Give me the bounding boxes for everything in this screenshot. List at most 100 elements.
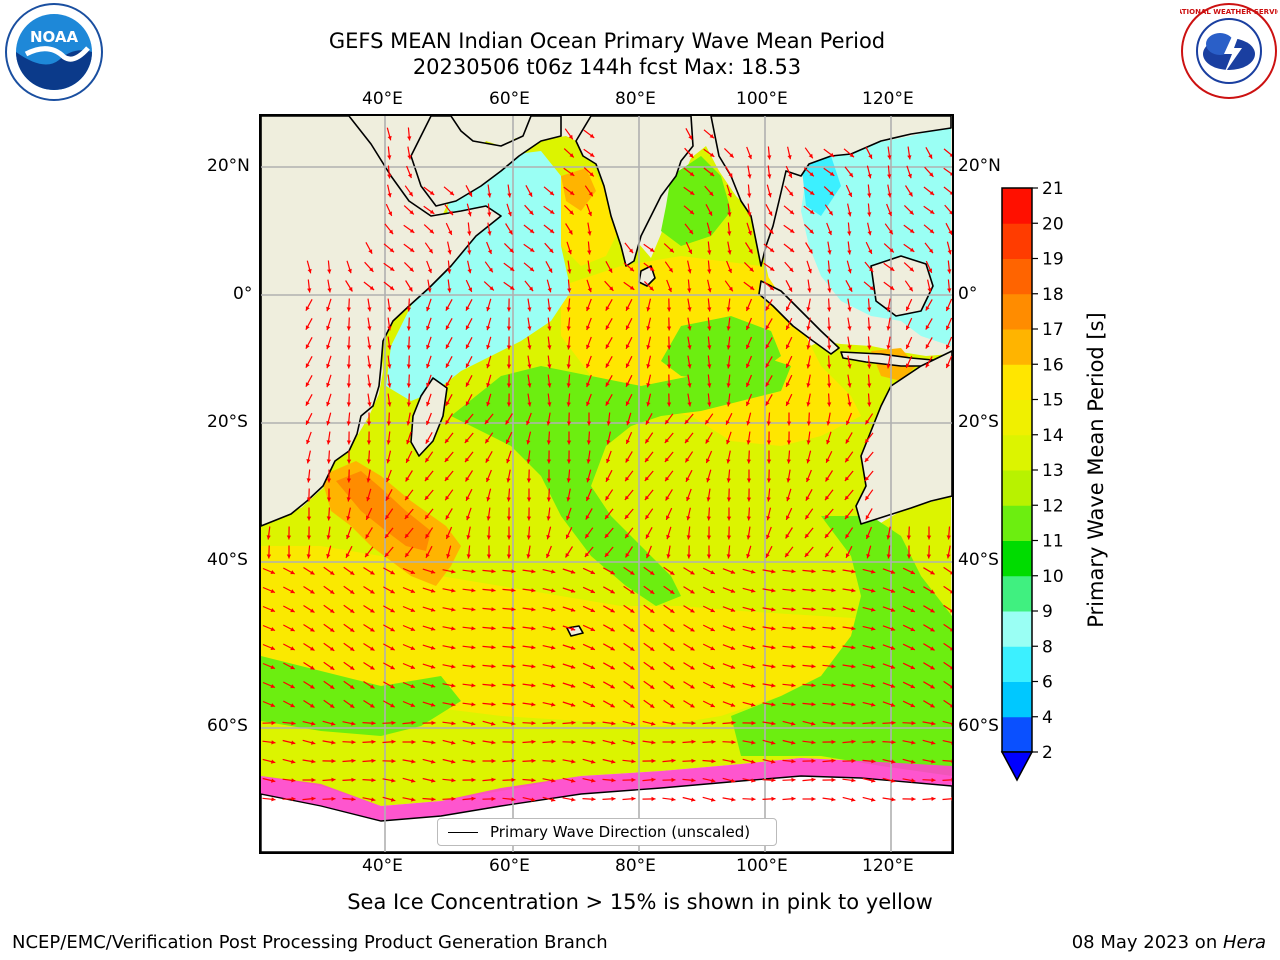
- wave-arrow-head: [467, 269, 472, 274]
- wave-arrow-head: [486, 306, 491, 312]
- wave-arrow-head: [688, 229, 693, 235]
- wave-arrow-head: [571, 720, 576, 725]
- wave-arrow-head: [465, 496, 470, 501]
- wave-arrow-head: [689, 153, 694, 158]
- wave-arrow-head: [930, 608, 935, 613]
- wave-arrow-head: [711, 739, 716, 744]
- wave-arrow-head: [471, 683, 476, 688]
- wave-arrow-head: [649, 608, 655, 613]
- wave-arrow-head: [709, 152, 715, 157]
- wave-arrow-head: [771, 796, 776, 801]
- wave-arrow-head: [410, 627, 415, 631]
- wave-arrow-head: [605, 306, 610, 311]
- wave-arrow-head: [731, 720, 736, 725]
- wave-arrow-head: [910, 665, 915, 670]
- wave-arrow-head: [329, 570, 335, 575]
- wave-arrow-head: [890, 645, 896, 650]
- wave-arrow-head: [366, 478, 371, 483]
- wave-arrow-head: [424, 476, 430, 482]
- wave-arrow-head: [410, 570, 415, 574]
- wave-arrow-head: [551, 702, 556, 707]
- wave-arrow-head: [407, 136, 412, 141]
- wave-arrow-head: [428, 248, 433, 254]
- wave-arrow-head: [811, 645, 816, 650]
- wave-arrow-head: [727, 268, 732, 273]
- wave-arrow-head: [630, 608, 635, 613]
- wave-arrow-head: [370, 627, 375, 632]
- wave-arrow-head: [306, 516, 312, 521]
- wave-arrow-head: [605, 514, 610, 520]
- wave-arrow-head: [911, 720, 916, 726]
- wave-arrow-head: [331, 777, 336, 782]
- wave-arrow-head: [546, 516, 551, 521]
- wave-arrow-head: [771, 683, 776, 688]
- wave-arrow-head: [444, 476, 450, 481]
- wave-arrow-head: [829, 152, 835, 157]
- wave-arrow-head: [809, 229, 814, 234]
- wave-arrow-head: [526, 440, 531, 445]
- wave-arrow-head: [448, 230, 452, 235]
- wave-arrow-head: [851, 758, 856, 764]
- wave-arrow-head: [566, 383, 571, 388]
- wave-arrow-head: [746, 516, 751, 521]
- wave-arrow-head: [586, 421, 592, 426]
- wave-arrow-head: [409, 228, 415, 233]
- wave-arrow-head: [587, 287, 592, 293]
- wave-arrow-head: [406, 383, 411, 388]
- wave-arrow-head: [751, 720, 756, 726]
- lat-label-right-60s: 60°S: [958, 716, 999, 736]
- wave-arrow-head: [746, 363, 750, 368]
- wave-arrow-head: [831, 607, 836, 612]
- wave-arrow-head: [949, 666, 952, 670]
- wave-arrow-head: [811, 588, 816, 593]
- wave-arrow-head: [266, 554, 272, 559]
- wave-arrow-head: [346, 402, 351, 407]
- wave-arrow-head: [451, 721, 456, 726]
- wave-arrow-head: [329, 703, 335, 708]
- wave-arrow-head: [930, 627, 935, 632]
- wave-arrow-head: [491, 626, 496, 631]
- wave-arrow-head: [949, 571, 952, 575]
- wave-arrow-head: [426, 382, 431, 388]
- wave-arrow-head: [806, 459, 811, 464]
- sea-ice-footnote: Sea Ice Concentration > 15% is shown in …: [347, 890, 933, 914]
- wave-arrow-head: [430, 626, 436, 631]
- wave-arrow-head: [666, 307, 672, 312]
- wave-arrow-head: [447, 250, 452, 255]
- wave-arrow-head: [625, 458, 630, 463]
- wave-arrow-head: [370, 608, 375, 613]
- wave-arrow-head: [606, 458, 611, 464]
- wave-arrow-head: [426, 306, 431, 312]
- wave-arrow-head: [829, 171, 835, 176]
- wave-arrow-head: [690, 589, 695, 594]
- wave-arrow-head: [646, 345, 651, 350]
- wave-arrow-head: [590, 703, 595, 707]
- wave-arrow-head: [310, 684, 315, 689]
- wave-arrow-head: [511, 777, 516, 782]
- colorbar-tick-label: 21: [1042, 180, 1064, 199]
- wave-arrow-head: [529, 267, 534, 272]
- wave-arrow-head: [390, 570, 395, 575]
- land-australia: [855, 350, 952, 525]
- wave-arrow-head: [746, 382, 750, 387]
- wave-arrow-head: [387, 174, 392, 179]
- wave-arrow-head: [710, 608, 715, 613]
- wave-arrow-head: [290, 703, 295, 708]
- wave-arrow-head: [730, 569, 736, 574]
- wave-arrow-head: [851, 569, 856, 574]
- wave-arrow-head: [949, 210, 952, 215]
- colorbar-tick-label: 20: [1042, 214, 1064, 234]
- wave-arrow-head: [451, 626, 456, 631]
- wave-arrow-head: [491, 607, 496, 612]
- wave-arrow-head: [886, 307, 891, 312]
- wave-arrow-head: [451, 740, 456, 745]
- wave-arrow-head: [847, 345, 852, 350]
- wave-arrow-head: [806, 440, 811, 445]
- wave-arrow: [943, 167, 952, 175]
- wave-arrow-head: [806, 383, 811, 388]
- wave-arrow-head: [310, 627, 315, 632]
- wave-arrow-head: [845, 457, 850, 463]
- lat-label-left-0: 0°: [233, 284, 253, 304]
- wave-arrow-head: [726, 459, 731, 464]
- wave-arrow-head: [930, 740, 936, 745]
